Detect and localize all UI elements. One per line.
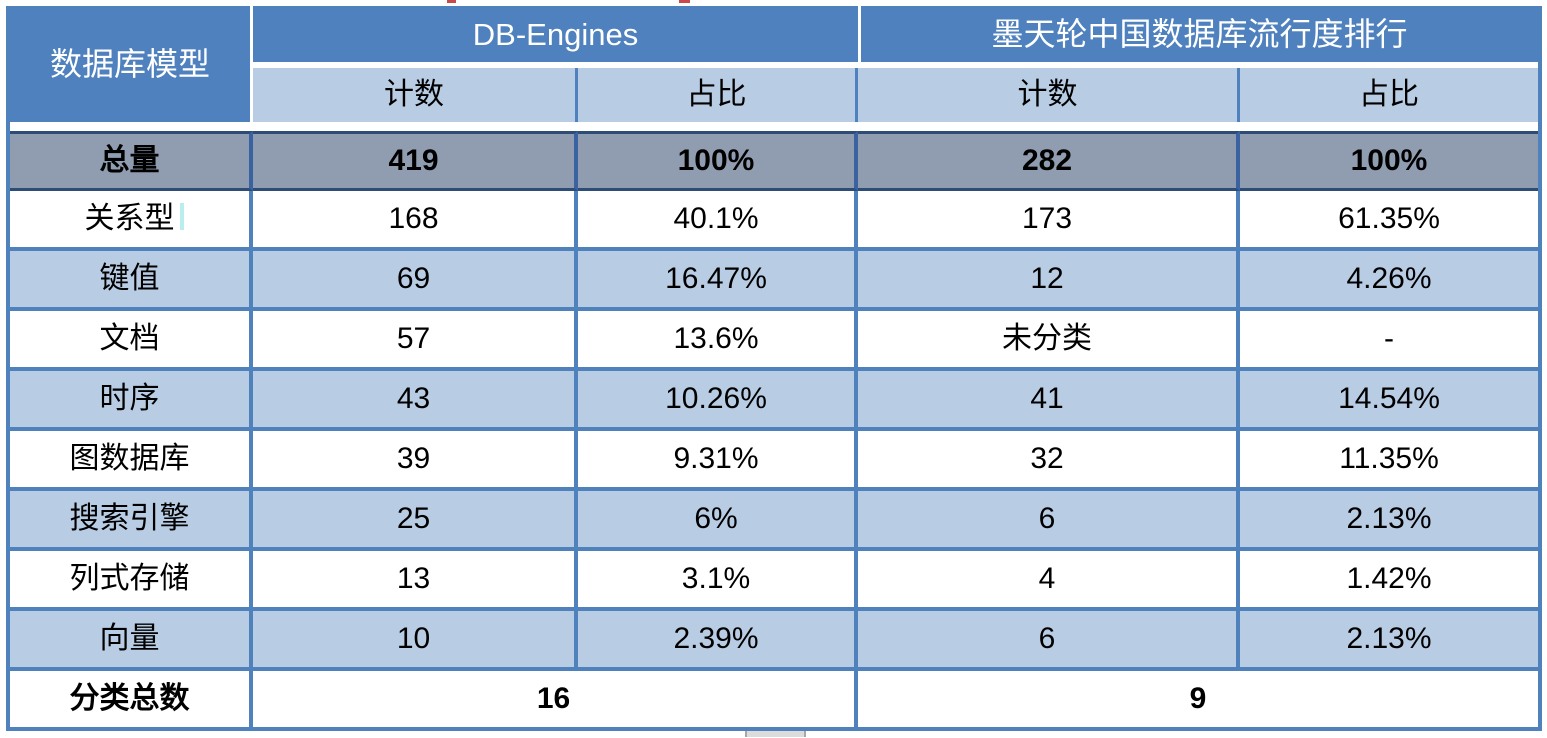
subheader-modb-count: 计数 [858,68,1240,122]
cell-value: 173 [858,191,1240,251]
cell-value: 41 [858,371,1240,431]
cell-total-db-percent: 100% [578,131,858,191]
database-model-comparison-table: 数据库模型 DB-Engines 墨天轮中国数据库流行度排行 计数 占比 计数 … [6,6,1542,731]
corner-header-cell: 数据库模型 [10,6,253,122]
row-label-search-engine: 搜索引擎 [10,491,253,551]
cell-value: 未分类 [858,311,1240,371]
cell-value: 14.54% [1240,371,1538,431]
cell-value: 3.1% [578,551,858,611]
cell-value: 13 [253,551,578,611]
cell-value: 69 [253,251,578,311]
cell-value: 9.31% [578,431,858,491]
cell-value: 6 [858,491,1240,551]
cell-value: 61.35% [1240,191,1538,251]
cell-category-count-db-engines: 16 [253,671,858,727]
cell-value: 43 [253,371,578,431]
cell-value: 2.39% [578,611,858,671]
cell-value: 168 [253,191,578,251]
group-header-modb-ranking: 墨天轮中国数据库流行度排行 [858,6,1538,68]
cell-value: 40.1% [578,191,858,251]
row-label-key-value: 键值 [10,251,253,311]
row-label-columnar: 列式存储 [10,551,253,611]
cell-value: 12 [858,251,1240,311]
subheader-modb-percent: 占比 [1240,68,1538,122]
cell-value: 16.47% [578,251,858,311]
cell-value: 4.26% [1240,251,1538,311]
cell-value: 32 [858,431,1240,491]
row-label-total: 总量 [10,131,253,191]
cell-value: - [1240,311,1538,371]
cursor-artifact [180,203,184,230]
bottom-edge-gray-bar [745,731,806,737]
row-label-document: 文档 [10,311,253,371]
cell-total-modb-percent: 100% [1240,131,1538,191]
top-edge-red-mark [679,0,690,3]
cell-total-db-count: 419 [253,131,578,191]
cell-value: 2.13% [1240,491,1538,551]
subheader-db-count: 计数 [253,68,578,122]
cell-value: 57 [253,311,578,371]
row-label-time-series: 时序 [10,371,253,431]
cell-value: 2.13% [1240,611,1538,671]
cell-value: 13.6% [578,311,858,371]
cell-value: 4 [858,551,1240,611]
cell-value: 6% [578,491,858,551]
cell-value: 10.26% [578,371,858,431]
row-label-graph: 图数据库 [10,431,253,491]
subheader-db-percent: 占比 [578,68,858,122]
row-label-relational: 关系型 [10,191,253,251]
top-edge-red-mark [447,0,456,3]
cell-value: 1.42% [1240,551,1538,611]
cell-value: 39 [253,431,578,491]
cell-category-count-modb: 9 [858,671,1538,727]
cell-value: 10 [253,611,578,671]
cell-value: 11.35% [1240,431,1538,491]
header-body-divider [10,122,1538,131]
row-label-vector: 向量 [10,611,253,671]
cell-value: 6 [858,611,1240,671]
group-header-db-engines: DB-Engines [253,6,858,68]
cell-value: 25 [253,491,578,551]
cell-total-modb-count: 282 [858,131,1240,191]
row-label-category-count: 分类总数 [10,671,253,727]
